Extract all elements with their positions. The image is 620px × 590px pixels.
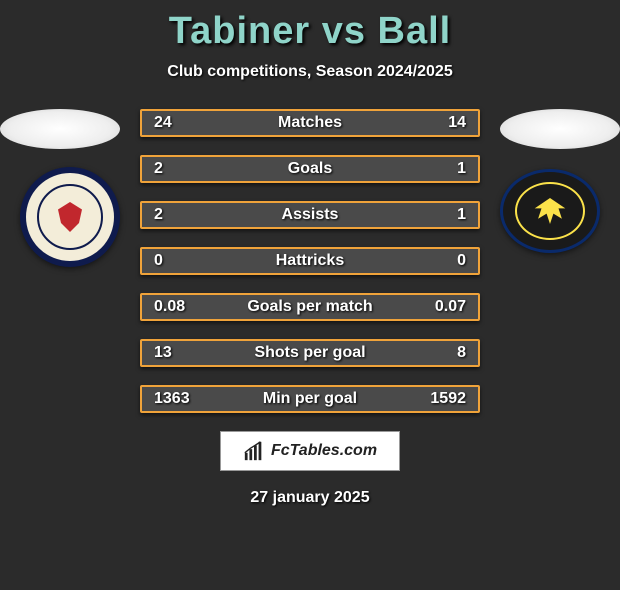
club-badge-right-inner bbox=[515, 182, 585, 240]
club-badge-left bbox=[20, 167, 120, 267]
eagle-icon bbox=[533, 198, 567, 224]
comparison-panel: 24Matches14 2Goals1 2Assists1 0Hattricks0 0.… bbox=[0, 109, 620, 413]
stat-label: Hattricks bbox=[142, 252, 478, 270]
stat-bar: 0Hattricks0 bbox=[140, 247, 480, 275]
footer-brand-text: FcTables.com bbox=[271, 442, 377, 460]
player-silhouette-right bbox=[500, 109, 620, 149]
stat-bars: 24Matches14 2Goals1 2Assists1 0Hattricks0 0.… bbox=[140, 109, 480, 413]
stat-bar: 2Goals1 bbox=[140, 155, 480, 183]
stat-bar: 2Assists1 bbox=[140, 201, 480, 229]
club-badge-right bbox=[500, 169, 600, 253]
stat-bar: 13Shots per goal8 bbox=[140, 339, 480, 367]
page-title: Tabiner vs Ball bbox=[0, 10, 620, 53]
stat-label: Matches bbox=[142, 114, 478, 132]
date-text: 27 january 2025 bbox=[0, 489, 620, 507]
lion-icon bbox=[55, 202, 85, 232]
stat-bar: 24Matches14 bbox=[140, 109, 480, 137]
stat-label: Min per goal bbox=[142, 390, 478, 408]
stat-label: Goals per match bbox=[142, 298, 478, 316]
stat-label: Shots per goal bbox=[142, 344, 478, 362]
subtitle: Club competitions, Season 2024/2025 bbox=[0, 63, 620, 81]
stat-label: Goals bbox=[142, 160, 478, 178]
stat-label: Assists bbox=[142, 206, 478, 224]
player-silhouette-left bbox=[0, 109, 120, 149]
stat-bar: 1363Min per goal1592 bbox=[140, 385, 480, 413]
chart-icon bbox=[243, 440, 265, 462]
stat-bar: 0.08Goals per match0.07 bbox=[140, 293, 480, 321]
footer-brand: FcTables.com bbox=[220, 431, 400, 471]
club-badge-left-inner bbox=[37, 184, 103, 250]
